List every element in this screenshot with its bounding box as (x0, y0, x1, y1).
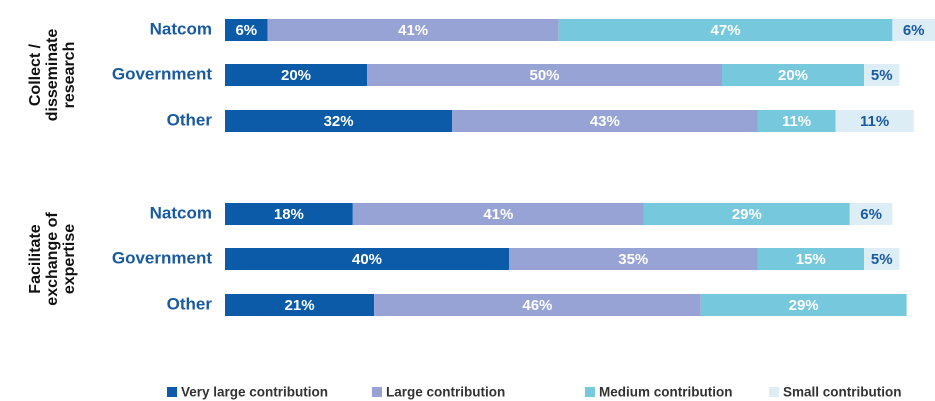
legend-label: Very large contribution (181, 385, 328, 400)
bar-segment (864, 64, 900, 86)
legend-label: Small contribution (783, 385, 902, 400)
legend-swatch (769, 387, 779, 397)
legend-label: Large contribution (386, 385, 505, 400)
value-label: 5% (871, 67, 893, 84)
value-label: 41% (483, 206, 513, 223)
category-label: Natcom (150, 203, 212, 222)
bar-segment (225, 248, 509, 270)
value-label: 46% (522, 297, 552, 314)
bar-segment (757, 248, 864, 270)
bar-segment (700, 294, 907, 316)
legend-swatch (585, 387, 595, 397)
value-label: 20% (778, 67, 808, 84)
bar-segment (225, 203, 353, 225)
bar-segment (722, 64, 864, 86)
bar-segment (225, 19, 268, 41)
bar-segment (225, 64, 367, 86)
bar-segment (225, 294, 375, 316)
bar-segment (267, 19, 559, 41)
value-label: 21% (285, 297, 315, 314)
value-label: 11% (782, 113, 811, 130)
bar-segment (374, 294, 701, 316)
value-label: 50% (529, 67, 559, 84)
bar-segment (864, 248, 900, 270)
group-label: disseminate (44, 29, 61, 122)
bar-segment (225, 110, 453, 132)
bar-segment (558, 19, 893, 41)
category-label: Natcom (150, 19, 212, 38)
group-label: Facilitate (27, 224, 44, 293)
value-label: 20% (281, 67, 311, 84)
group-label: research (61, 42, 78, 109)
value-label: 6% (903, 22, 925, 39)
value-label: 32% (324, 113, 354, 130)
value-label: 43% (590, 113, 620, 130)
category-label: Other (167, 110, 213, 129)
bar-segment (849, 203, 893, 225)
legend-swatch (372, 387, 382, 397)
category-label: Other (167, 294, 213, 313)
category-label: Government (112, 248, 212, 267)
value-label: 29% (789, 297, 819, 314)
value-label: 6% (860, 206, 882, 223)
bar-segment (757, 110, 836, 132)
group-label: exchange of (44, 212, 61, 306)
bar-segment (367, 64, 722, 86)
bar-segment (452, 110, 758, 132)
value-label: 11% (860, 113, 889, 130)
bar-segment (835, 110, 914, 132)
value-label: 47% (711, 22, 741, 39)
value-label: 5% (871, 251, 893, 268)
bar-segment (509, 248, 758, 270)
value-label: 40% (352, 251, 382, 268)
category-label: Government (112, 64, 212, 83)
value-label: 6% (235, 22, 257, 39)
value-label: 15% (796, 251, 826, 268)
group-label: Collect / (27, 43, 44, 106)
bar-segment (352, 203, 644, 225)
legend-swatch (167, 387, 177, 397)
value-label: 35% (618, 251, 648, 268)
value-label: 29% (732, 206, 762, 223)
legend-label: Medium contribution (599, 385, 732, 400)
bar-segment (643, 203, 850, 225)
value-label: 18% (274, 206, 304, 223)
value-label: 41% (398, 22, 428, 39)
group-label: expertise (61, 224, 78, 294)
bar-segment (892, 19, 935, 41)
